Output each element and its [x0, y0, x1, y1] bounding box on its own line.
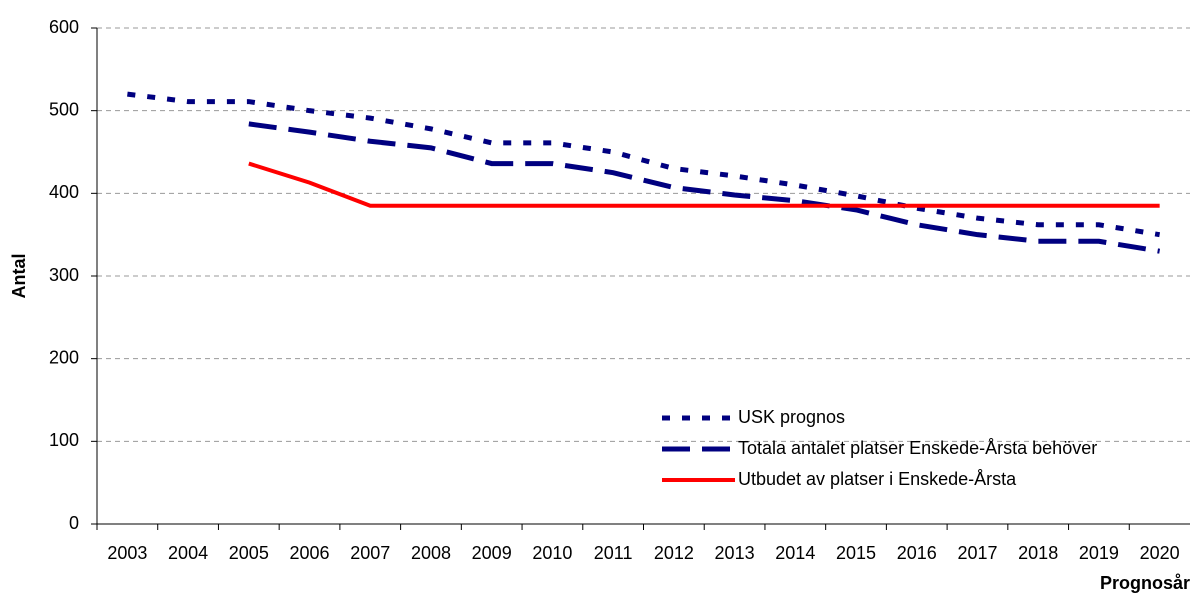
- y-axis-title: Antal: [9, 254, 29, 299]
- x-tick-label: 2003: [107, 543, 147, 563]
- x-tick-label: 2009: [472, 543, 512, 563]
- x-tick-label: 2012: [654, 543, 694, 563]
- x-tick-label: 2006: [290, 543, 330, 563]
- x-tick-label: 2016: [897, 543, 937, 563]
- x-tick-label: 2007: [350, 543, 390, 563]
- x-tick-label: 2017: [957, 543, 997, 563]
- series-line: [127, 91, 1161, 238]
- y-tick-label: 400: [49, 182, 79, 202]
- x-tick-label: 2014: [775, 543, 815, 563]
- legend-label: Totala antalet platser Enskede-Årsta beh…: [738, 438, 1097, 458]
- x-axis-title: Prognosår: [1100, 573, 1190, 593]
- legend-label: USK prognos: [738, 407, 845, 427]
- x-tick-label: 2008: [411, 543, 451, 563]
- y-tick-label: 300: [49, 265, 79, 285]
- y-tick-label: 100: [49, 430, 79, 450]
- x-tick-label: 2018: [1018, 543, 1058, 563]
- y-tick-label: 200: [49, 347, 79, 367]
- x-tick-label: 2010: [532, 543, 572, 563]
- x-tick-label: 2011: [594, 543, 633, 563]
- x-tick-label: 2020: [1140, 543, 1180, 563]
- y-tick-label: 600: [49, 17, 79, 37]
- x-tick-label: 2019: [1079, 543, 1119, 563]
- series-line: [248, 121, 1161, 254]
- x-tick-label: 2013: [715, 543, 755, 563]
- x-tick-label: 2015: [836, 543, 876, 563]
- x-tick-label: 2005: [229, 543, 269, 563]
- y-tick-label: 500: [49, 99, 79, 119]
- series-line: [248, 161, 1160, 208]
- legend-label: Utbudet av platser i Enskede-Årsta: [738, 469, 1017, 489]
- y-tick-label: 0: [69, 513, 79, 533]
- x-tick-label: 2004: [168, 543, 208, 563]
